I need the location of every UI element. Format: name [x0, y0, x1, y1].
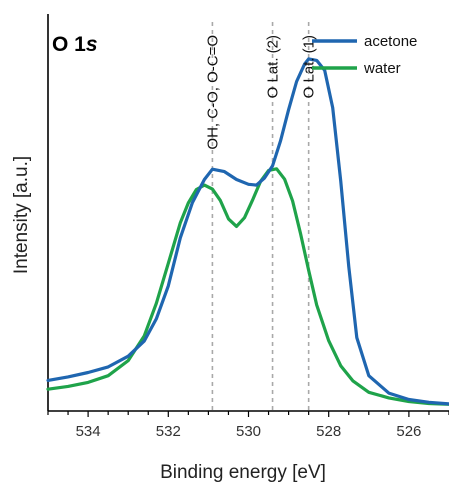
legend-label-acetone: acetone: [364, 33, 417, 50]
x-tick-label: 526: [396, 423, 421, 440]
x-axis-ticks: 534 532 530 528 526: [47, 411, 449, 440]
annotation-label: O Lat. (2): [265, 35, 282, 98]
x-tick-label: 534: [76, 423, 101, 440]
legend-label-water: water: [363, 60, 401, 77]
series-line-acetone: [46, 57, 449, 406]
annotation-label: OH, C-O, O-C=O: [204, 35, 221, 150]
series-layer: [46, 57, 449, 406]
legend: acetone water: [312, 33, 417, 77]
annotation-labels: OH, C-O, O-C=O O Lat. (2) O Lat. (1): [204, 35, 317, 150]
x-tick-label: 530: [236, 423, 261, 440]
x-tick-label: 532: [156, 423, 181, 440]
panel-title-sub: s: [86, 33, 98, 56]
x-axis-label: Binding energy [eV]: [160, 462, 326, 483]
annotation-lines: [211, 22, 310, 411]
panel-title: O 1s: [52, 33, 98, 56]
panel-title-main: O 1: [52, 33, 86, 56]
annotation-label: O Lat. (1): [301, 35, 318, 98]
series-line-water: [46, 167, 449, 406]
y-axis-label: Intensity [a.u.]: [11, 156, 32, 274]
x-tick-label: 528: [316, 423, 341, 440]
